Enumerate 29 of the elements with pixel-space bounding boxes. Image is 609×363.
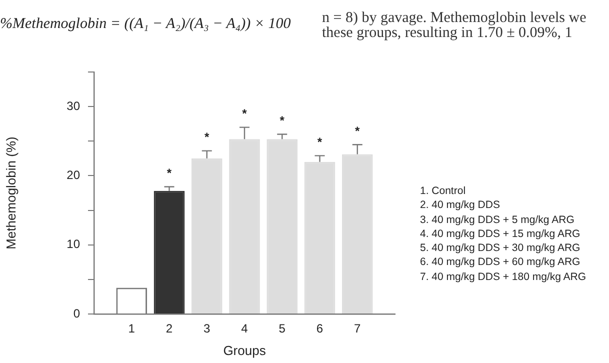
data-label: *: [317, 134, 322, 149]
text: 2. 40 mg/kg DDS: [420, 198, 501, 213]
data-label: *: [242, 106, 248, 121]
text: 5. 40 mg/kg DDS + 30 mg/kg ARG: [420, 241, 582, 256]
y-tick-label: 20: [66, 168, 80, 182]
y-tick-label: 30: [66, 98, 80, 113]
text: n = 8) by gavage. Methemoglobin levels we: [322, 10, 586, 26]
y-axis-title: Methemoglobin (%): [3, 136, 18, 250]
data-label: *: [166, 166, 172, 180]
x-tick-label: 5: [278, 322, 286, 336]
x-tick-label: 2: [166, 322, 173, 336]
text: 4. 40 mg/kg DDS + 15 mg/kg ARG: [420, 226, 582, 242]
x-tick-label: 7: [354, 322, 362, 336]
x-tick-label: 4: [241, 322, 248, 336]
data-label: *: [355, 124, 360, 138]
text: 6. 40 mg/kg DDS + 60 mg/kg ARG: [420, 255, 582, 270]
text: %Methemoglobin = ((A₁ − A₂)/(A₃ − A₄)) × 100: [0, 16, 291, 33]
y-tick-label: 0: [73, 306, 80, 320]
x-axis-title: Groups: [223, 342, 266, 358]
text: 3. 40 mg/kg DDS + 5 mg/kg ARG: [420, 212, 576, 227]
x-tick-label: 1: [128, 322, 136, 336]
text: 1. Control: [420, 184, 467, 198]
data-label: *: [280, 114, 285, 128]
text: these groups, resulting in 1.70 ± 0.09%, 1: [322, 25, 574, 41]
x-tick-label: 3: [204, 322, 211, 336]
data-label: *: [204, 130, 210, 144]
text: 7. 40 mg/kg DDS + 180 mg/kg ARG: [420, 270, 586, 284]
x-tick-label: 6: [316, 322, 324, 336]
y-tick-label: 10: [66, 237, 80, 252]
